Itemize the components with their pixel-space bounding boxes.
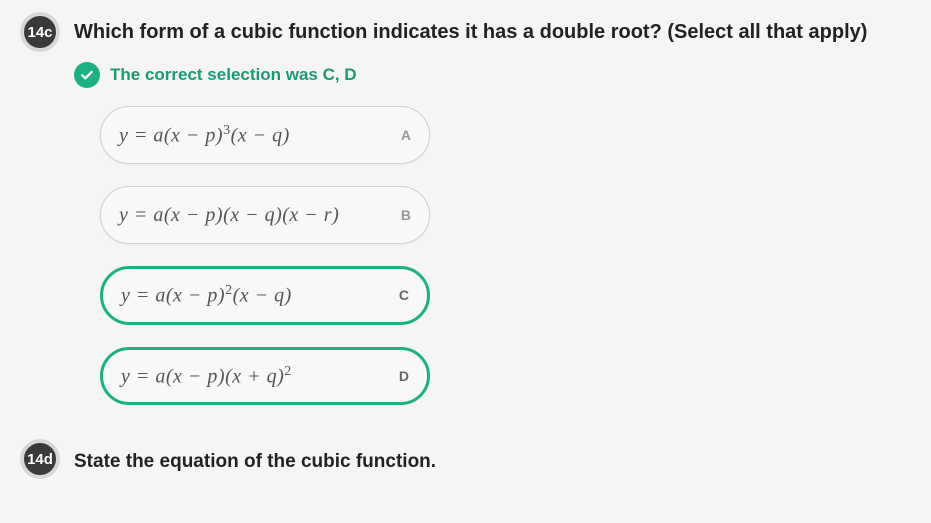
check-icon: [74, 62, 100, 88]
feedback-row: The correct selection was C, D: [74, 62, 931, 88]
options-list: y = a(x − p)3(x − q) A y = a(x − p)(x − …: [100, 106, 931, 405]
question-14c: 14c Which form of a cubic function indic…: [0, 0, 931, 52]
option-b-formula: y = a(x − p)(x − q)(x − r): [119, 204, 339, 227]
option-d[interactable]: y = a(x − p)(x + q)2 D: [100, 347, 430, 406]
question-prompt: Which form of a cubic function indicates…: [74, 12, 867, 46]
option-c-formula: y = a(x − p)2(x − q): [121, 283, 292, 308]
option-d-letter: D: [399, 368, 409, 384]
question-14d: 14d State the equation of the cubic func…: [0, 427, 931, 479]
option-b[interactable]: y = a(x − p)(x − q)(x − r) B: [100, 186, 430, 244]
option-a[interactable]: y = a(x − p)3(x − q) A: [100, 106, 430, 164]
option-b-letter: B: [401, 207, 411, 223]
option-c-letter: C: [399, 287, 409, 303]
option-a-formula: y = a(x − p)3(x − q): [119, 123, 290, 148]
question-prompt: State the equation of the cubic function…: [74, 443, 436, 476]
feedback-text: The correct selection was C, D: [110, 65, 357, 85]
option-d-formula: y = a(x − p)(x + q)2: [121, 364, 292, 389]
question-number-badge: 14c: [20, 12, 60, 52]
question-number: 14c: [27, 24, 52, 41]
option-c[interactable]: y = a(x − p)2(x − q) C: [100, 266, 430, 325]
question-number: 14d: [27, 451, 53, 468]
question-number-badge: 14d: [20, 439, 60, 479]
option-a-letter: A: [401, 127, 411, 143]
